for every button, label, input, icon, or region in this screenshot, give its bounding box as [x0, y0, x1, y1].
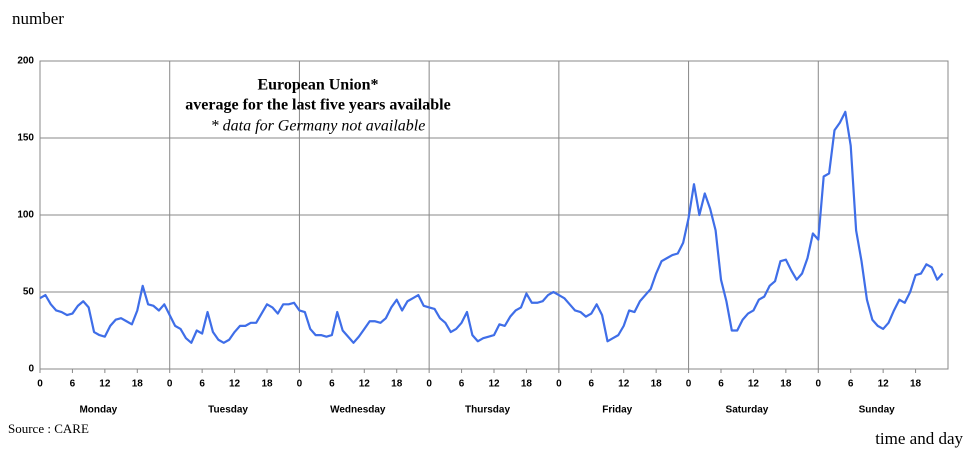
chart-subtitle: average for the last five years availabl… [185, 97, 450, 114]
x-tick-label: 6 [848, 379, 854, 390]
x-tick-label: 18 [651, 379, 663, 390]
x-tick-label: 0 [556, 379, 562, 390]
x-tick-label: 6 [589, 379, 595, 390]
day-label: Friday [602, 405, 632, 416]
x-tick-label: 12 [359, 379, 371, 390]
x-tick-label: 12 [99, 379, 111, 390]
x-tick-label: 12 [878, 379, 890, 390]
x-tick-label: 18 [780, 379, 792, 390]
x-tick-label: 18 [132, 379, 144, 390]
y-axis-label: number [12, 9, 64, 28]
x-tick-label: 18 [910, 379, 922, 390]
x-tick-label: 0 [816, 379, 822, 390]
data-line [39, 110, 944, 344]
source: Source : CARE [8, 421, 89, 436]
y-tick-label: 50 [23, 287, 35, 298]
y-tick-label: 200 [17, 56, 34, 67]
x-tick-label: 18 [261, 379, 273, 390]
x-tick-label: 12 [229, 379, 241, 390]
x-tick-label: 0 [37, 379, 43, 390]
x-tick-label: 0 [686, 379, 692, 390]
x-tick-label: 6 [459, 379, 465, 390]
x-tick-label: 12 [748, 379, 760, 390]
x-axis-label: time and day [875, 429, 963, 448]
x-tick-label: 0 [167, 379, 173, 390]
x-tick-label: 6 [70, 379, 76, 390]
x-tick-label: 12 [488, 379, 500, 390]
y-tick-label: 100 [17, 210, 34, 221]
x-tick-label: 12 [618, 379, 630, 390]
chart-title: European Union* [257, 77, 378, 94]
x-tick-label: 6 [199, 379, 205, 390]
day-label: Saturday [726, 405, 769, 416]
x-tick-label: 6 [329, 379, 335, 390]
annotation: * data for Germany not available [211, 118, 426, 135]
y-tick-label: 150 [17, 133, 34, 144]
x-tick-label: 0 [297, 379, 303, 390]
day-label: Monday [79, 405, 117, 416]
x-tick-label: 18 [391, 379, 403, 390]
day-label: Sunday [859, 405, 896, 416]
x-tick-label: 6 [718, 379, 724, 390]
day-label: Tuesday [208, 405, 248, 416]
x-tick-label: 18 [521, 379, 533, 390]
day-label: Wednesday [330, 405, 386, 416]
y-tick-label: 0 [28, 364, 34, 375]
day-label: Thursday [465, 405, 510, 416]
x-tick-label: 0 [426, 379, 432, 390]
